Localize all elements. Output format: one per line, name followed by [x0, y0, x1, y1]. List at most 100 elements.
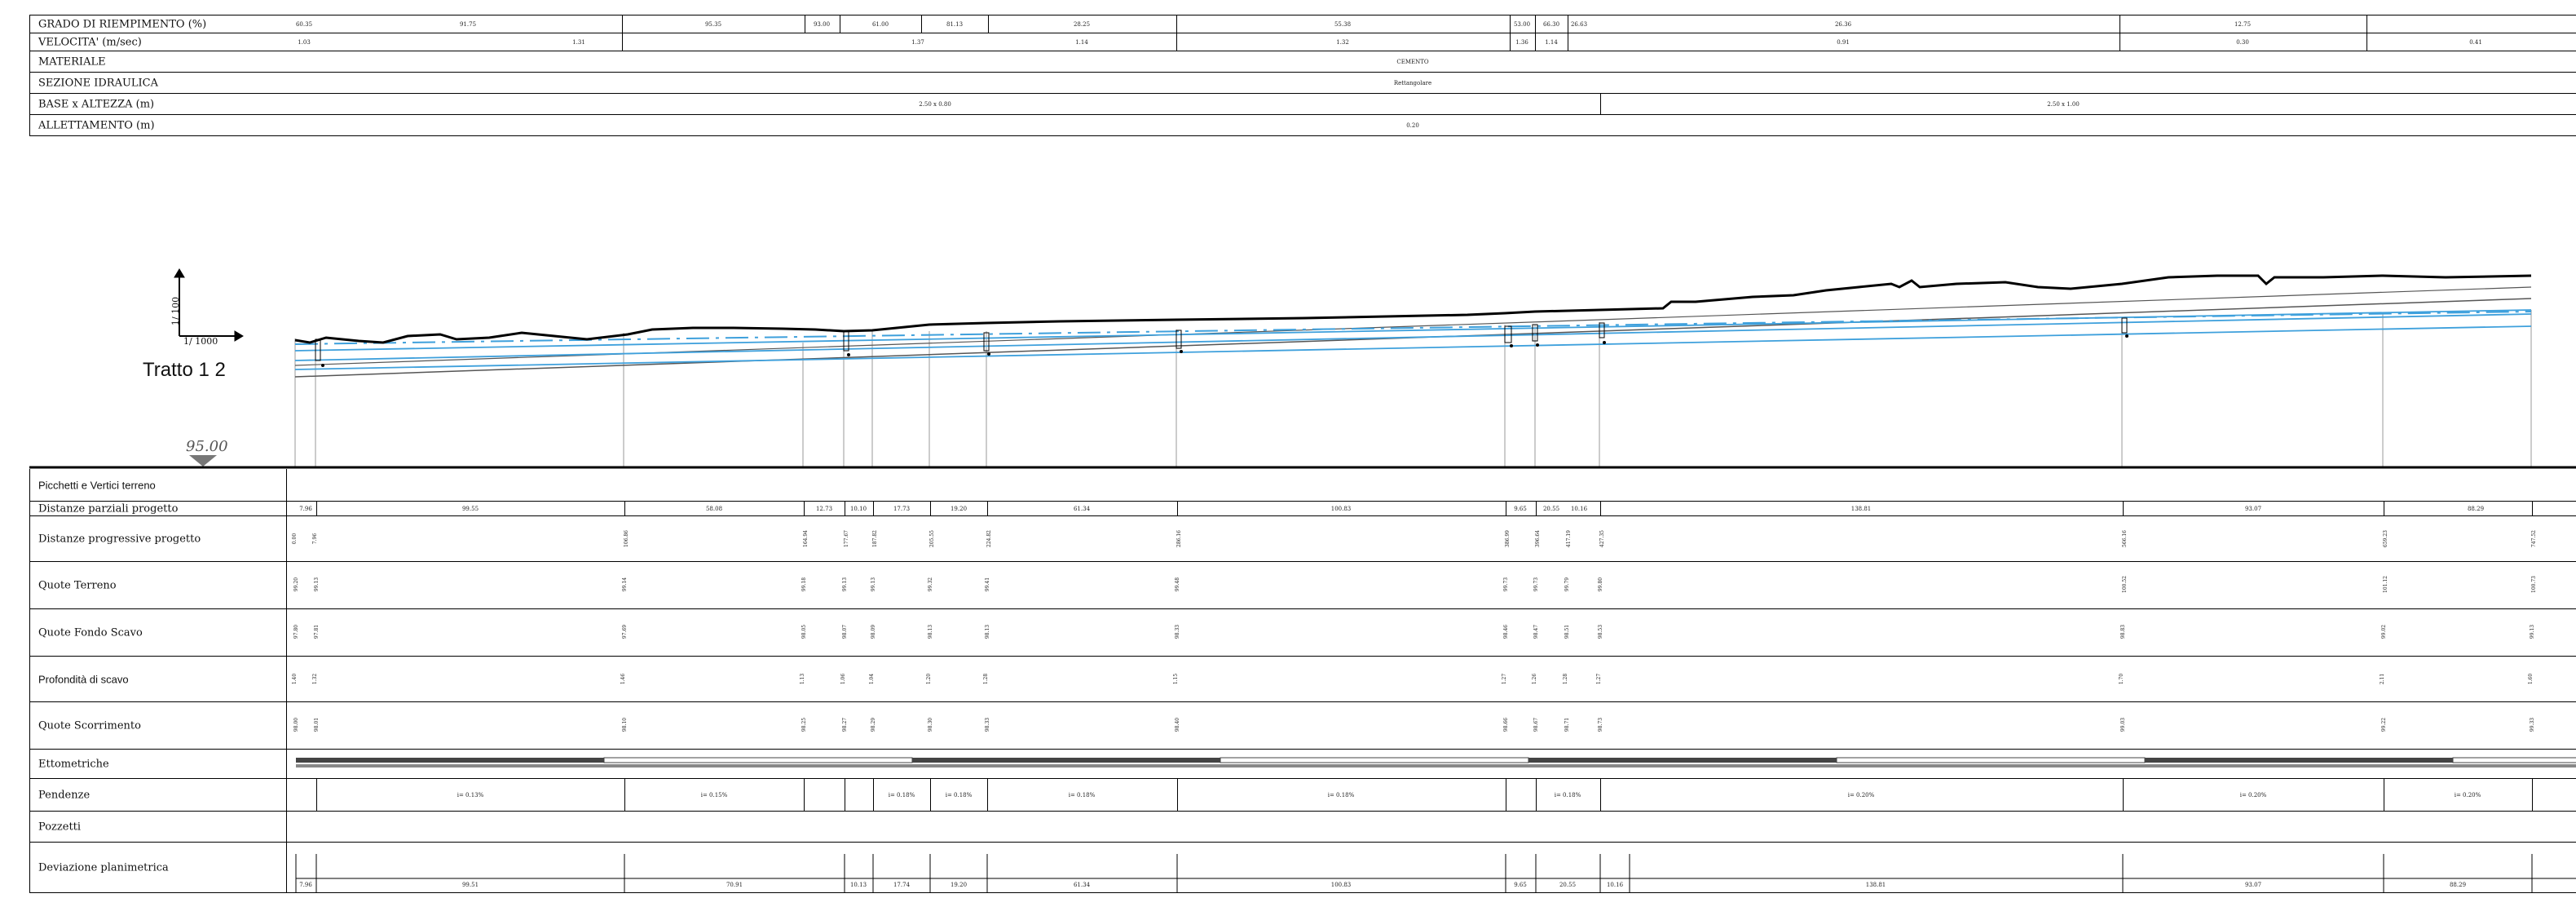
- cell: 91.75: [459, 20, 477, 28]
- horizontal-scale-label: 1/ 1000: [183, 336, 218, 347]
- row-velocita: VELOCITA' (m/sec) 1.03 1.31 1.37 1.14 1.…: [29, 33, 2576, 51]
- station-value: 1.46: [620, 673, 627, 685]
- cell: 1.32: [1336, 38, 1349, 46]
- pipe-axis: [294, 311, 2532, 345]
- station-value: 396.64: [1535, 530, 1541, 547]
- row-label: Quote Scorrimento: [38, 719, 141, 732]
- row-grado-riempimento: GRADO DI RIEMPIMENTO (%) 60.35 91.75 95.…: [29, 15, 2576, 33]
- cell: 99.51: [461, 882, 479, 888]
- cell: 28.25: [1073, 20, 1091, 28]
- row-distanze-progressive: Distanze progressive progetto 0.00 7.96 10…: [29, 516, 2576, 562]
- station-value: 98.29: [871, 717, 877, 732]
- station-value: 1.04: [869, 673, 876, 685]
- station-value: 7.96: [312, 533, 319, 545]
- cell: 88.29: [2467, 505, 2485, 512]
- station-value: 566.16: [2122, 530, 2128, 547]
- station-value: 98.27: [842, 717, 849, 732]
- row-sezione: SEZIONE IDRAULICA Rettangolare: [29, 73, 2576, 94]
- row-label: MATERIALE: [38, 55, 106, 68]
- datum-triangle: [189, 455, 217, 467]
- station-value: 1.27: [1502, 673, 1508, 685]
- row-quote-scorrimento: Quote Scorrimento 98.00 98.01 98.10 98.25 98…: [29, 702, 2576, 750]
- cell: 93.07: [2244, 882, 2262, 888]
- station-value: 99.13: [871, 577, 877, 592]
- station-value: 98.09: [871, 624, 877, 639]
- cell: 12.73: [815, 505, 833, 512]
- cell: 7.96: [299, 882, 312, 888]
- cell: 10.16: [1570, 505, 1588, 512]
- row-quote-fondo-scavo: Quote Fondo Scavo 97.80 97.81 97.69 98.05 98…: [29, 609, 2576, 657]
- row-label: Pendenze: [38, 789, 90, 801]
- label-column: [29, 469, 287, 893]
- station-value: 164.94: [803, 530, 809, 547]
- row-label: Deviazione planimetrica: [38, 861, 169, 874]
- cell: 10.16: [1606, 882, 1624, 888]
- cell: 93.00: [813, 20, 831, 28]
- cell: 10.10: [849, 505, 867, 512]
- station-value: 1.27: [1596, 673, 1603, 685]
- cell: 20.55: [1559, 882, 1577, 888]
- station-value: 100.52: [2122, 576, 2128, 593]
- row-label: BASE x ALTEZZA (m): [38, 98, 155, 110]
- station-value: 98.51: [1564, 624, 1571, 639]
- station-value: 99.80: [1598, 577, 1604, 592]
- cell: 12.75: [2234, 20, 2252, 28]
- row-deviazione: Deviazione planimetrica 7.96 99.51 70.91…: [29, 843, 2576, 893]
- station-value: 98.83: [2120, 624, 2127, 639]
- station-value: 99.48: [1175, 577, 1181, 592]
- row-label: GRADO DI RIEMPIMENTO (%): [38, 18, 207, 30]
- station-value: 99.32: [928, 577, 934, 592]
- cell: 88.29: [2449, 882, 2467, 888]
- station-value: 99.79: [1564, 577, 1571, 592]
- station-value: 386.99: [1505, 530, 1511, 547]
- station-value: 1.15: [1173, 673, 1180, 685]
- station-value: 98.47: [1533, 624, 1540, 639]
- cell: 0.91: [1837, 38, 1850, 46]
- pipe-top: [294, 309, 2532, 352]
- cell: i= 0.20%: [2454, 791, 2481, 798]
- cell: i= 0.13%: [457, 791, 484, 798]
- station-value: 99.13: [314, 577, 320, 592]
- pipe-lower: [294, 325, 2532, 370]
- cell: 9.65: [1514, 882, 1527, 888]
- row-allettamento: ALLETTAMENTO (m) 0.20: [29, 115, 2576, 136]
- station-value: 99.20: [293, 577, 300, 592]
- station-value: 99.13: [2530, 624, 2536, 639]
- station-value: 1.26: [1532, 673, 1538, 685]
- station-value: 98.13: [985, 624, 991, 639]
- row-distanze-parziali: Distanze parziali progetto 7.96 99.55 58…: [29, 502, 2576, 516]
- cell: 26.36: [1834, 20, 1852, 28]
- cell: i= 0.18%: [945, 791, 973, 798]
- cell: 19.20: [950, 882, 968, 888]
- station-value: 98.05: [801, 624, 808, 639]
- profile-table: Picchetti e Vertici terreno Distanze par…: [29, 469, 2576, 893]
- cell: 100.83: [1330, 505, 1352, 512]
- cell: 138.81: [1850, 505, 1872, 512]
- station-value: 98.66: [1503, 717, 1510, 732]
- station-value: 99.03: [2120, 717, 2127, 732]
- station-value: 98.73: [1598, 717, 1604, 732]
- station-value: 286.16: [1176, 530, 1182, 547]
- station-value: 427.35: [1599, 530, 1605, 547]
- station-value: 98.00: [293, 717, 300, 732]
- row-profondita-scavo: Profondità di scavo 1.40 1.32 1.46 1.13 1.06…: [29, 657, 2576, 702]
- station-value: 0.00: [292, 533, 298, 545]
- station-value: 99.33: [2530, 717, 2536, 732]
- cell: 1.14: [1545, 38, 1558, 46]
- row-base-altezza: BASE x ALTEZZA (m) 2.50 x 0.80 2.50 x 1.…: [29, 94, 2576, 115]
- cell: i= 0.18%: [1327, 791, 1355, 798]
- cell: 17.73: [893, 505, 911, 512]
- station-value: 99.18: [801, 577, 808, 592]
- cell: 20.55: [1542, 505, 1560, 512]
- station-value: 99.13: [842, 577, 849, 592]
- row-pendenze: Pendenze i= 0.13% i= 0.15% i= 0.18% i= 0…: [29, 779, 2576, 812]
- cell: 58.08: [705, 505, 723, 512]
- cell: 81.13: [946, 20, 964, 28]
- row-picchetti: Picchetti e Vertici terreno: [29, 469, 2576, 502]
- station-value: 1.20: [926, 673, 933, 685]
- cell: i= 0.15%: [700, 791, 728, 798]
- manhole-dots: [321, 334, 2128, 367]
- station-value: 1.13: [800, 673, 806, 685]
- station-value: 97.69: [622, 624, 629, 639]
- row-label: ALLETTAMENTO (m): [38, 119, 155, 131]
